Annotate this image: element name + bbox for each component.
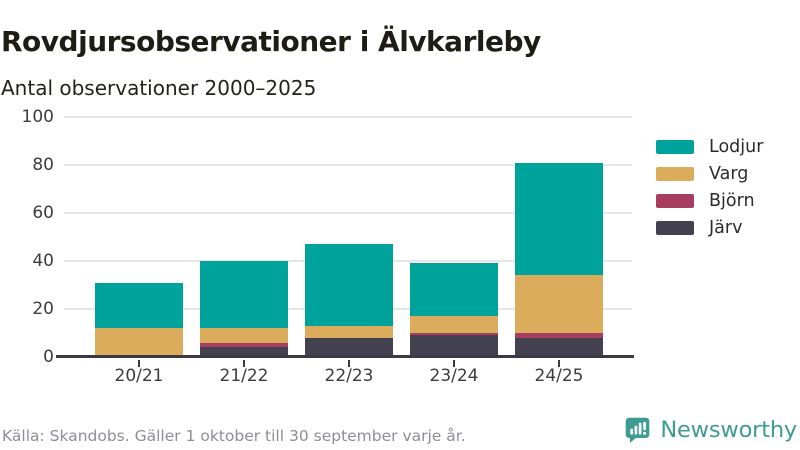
bar-segment-varg-22/23 (305, 325, 393, 338)
x-axis-line (56, 355, 634, 358)
legend-label-järv: Järv (709, 218, 743, 238)
y-tick-label-100: 100 (21, 107, 54, 127)
y-tick-label-0: 0 (43, 347, 54, 367)
plot-area (56, 116, 634, 367)
legend-label-björn: Björn (709, 191, 755, 211)
bar-segment-järv-24/25 (515, 337, 603, 357)
gridline-80 (64, 164, 632, 166)
bar-segment-varg-23/24 (410, 316, 498, 334)
page-title: Rovdjursobservationer i Älvkarleby (1, 24, 541, 58)
source-note: Källa: Skandobs. Gäller 1 oktober till 3… (2, 427, 466, 445)
x-tick-24/25 (558, 360, 560, 367)
x-tick-21/22 (243, 360, 245, 367)
newsworthy-wordmark: Newsworthy (660, 416, 797, 443)
x-tick-label-22/23: 22/23 (324, 366, 374, 386)
legend-swatch-järv (656, 221, 694, 235)
bar-20/21 (95, 282, 183, 357)
x-tick-label-20/21: 20/21 (114, 366, 164, 386)
newsworthy-icon (626, 417, 650, 443)
bar-segment-björn-21/22 (200, 342, 288, 348)
legend-swatch-björn (656, 194, 694, 208)
x-tick-20/21 (138, 360, 140, 367)
bar-segment-järv-23/24 (410, 335, 498, 357)
y-tick-label-60: 60 (32, 203, 54, 223)
bar-segment-björn-24/25 (515, 333, 603, 338)
legend: Lodjur Varg Björn Järv (656, 137, 764, 246)
bar-segment-järv-22/23 (305, 337, 393, 357)
x-tick-23/24 (453, 360, 455, 367)
bar-segment-lodjur-23/24 (410, 263, 498, 317)
x-tick-label-21/22: 21/22 (219, 366, 269, 386)
bar-segment-björn-23/24 (410, 333, 498, 336)
x-tick-22/23 (348, 360, 350, 367)
legend-swatch-varg (656, 167, 694, 181)
newsworthy-logo: Newsworthy (624, 416, 797, 443)
bar-21/22 (200, 261, 288, 357)
bar-24/25 (515, 162, 603, 357)
bar-23/24 (410, 263, 498, 357)
legend-item-lodjur: Lodjur (656, 137, 764, 157)
bar-segment-järv-21/22 (200, 347, 288, 357)
gridline-60 (64, 212, 632, 214)
x-tick-label-23/24: 23/24 (429, 366, 479, 386)
legend-label-lodjur: Lodjur (709, 137, 764, 157)
legend-item-järv: Järv (656, 218, 763, 238)
bar-segment-varg-20/21 (95, 328, 183, 357)
legend-swatch-lodjur (656, 140, 694, 154)
x-tick-label-24/25: 24/25 (534, 366, 584, 386)
y-tick-label-80: 80 (32, 155, 54, 175)
bar-segment-lodjur-21/22 (200, 261, 288, 329)
bar-22/23 (305, 244, 393, 357)
legend-item-varg: Varg (656, 164, 763, 184)
bar-segment-varg-24/25 (515, 275, 603, 334)
legend-label-varg: Varg (709, 164, 749, 184)
y-tick-label-40: 40 (32, 251, 54, 271)
bar-segment-varg-21/22 (200, 328, 288, 343)
bar-segment-lodjur-24/25 (515, 162, 603, 276)
legend-item-björn: Björn (656, 191, 763, 211)
gridline-100 (64, 116, 632, 118)
chart-subtitle: Antal observationer 2000–2025 (1, 76, 317, 100)
y-tick-label-20: 20 (32, 299, 54, 319)
bar-segment-lodjur-20/21 (95, 282, 183, 329)
bar-segment-lodjur-22/23 (305, 244, 393, 326)
